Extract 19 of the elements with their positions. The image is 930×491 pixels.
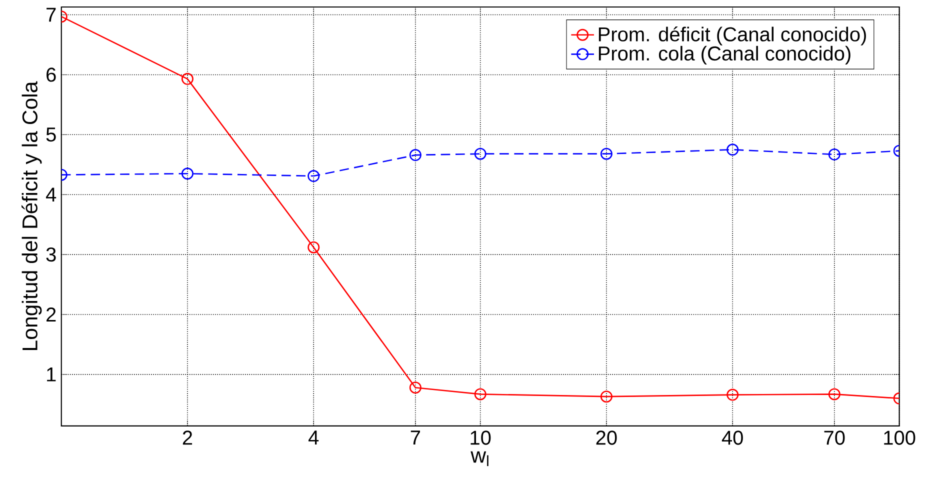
x-tick-label: 4: [308, 430, 319, 444]
x-tick-label: 20: [596, 430, 617, 445]
y-axis-title: Longitud del Déficit y la Cola: [22, 81, 42, 350]
x-tick-label: 7: [410, 430, 420, 444]
legend-label: Prom. déficit (Canal conocido): [598, 26, 866, 46]
x-axis-title: w$_{l}$: [470, 451, 488, 466]
y-tick-label: 2: [46, 307, 56, 322]
x-tick-label: 70: [824, 430, 845, 445]
x-tick-label: 40: [722, 430, 743, 445]
y-tick-label: 1: [47, 367, 56, 382]
y-tick-label: 4: [46, 188, 56, 202]
x-tick-label: 100: [884, 430, 916, 445]
y-tick-label: 7: [46, 8, 56, 22]
x-tick-label: 10: [470, 430, 491, 445]
y-tick-label: 6: [46, 67, 56, 82]
x-tick-label: 2: [182, 430, 192, 444]
y-tick-label: 3: [46, 247, 56, 262]
y-tick-label: 5: [46, 128, 56, 142]
legend-label: Prom. cola (Canal conocido): [598, 46, 850, 64]
